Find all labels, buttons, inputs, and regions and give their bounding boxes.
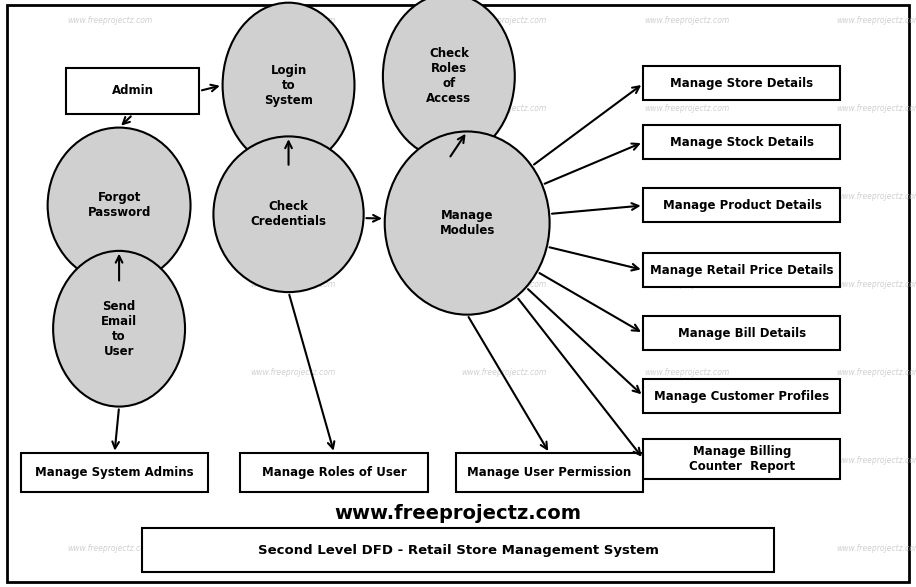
Ellipse shape	[213, 136, 364, 292]
Text: Manage
Modules: Manage Modules	[440, 209, 495, 237]
Bar	[21, 453, 208, 492]
Bar	[643, 125, 840, 159]
Bar	[643, 379, 840, 413]
Text: www.freeprojectz.com: www.freeprojectz.com	[644, 456, 730, 465]
Bar	[643, 316, 840, 350]
Text: Admin: Admin	[112, 85, 154, 97]
Text: www.freeprojectz.com: www.freeprojectz.com	[67, 280, 153, 289]
Text: Manage Store Details: Manage Store Details	[671, 77, 813, 90]
Text: www.freeprojectz.com: www.freeprojectz.com	[836, 104, 916, 113]
Text: www.freeprojectz.com: www.freeprojectz.com	[67, 192, 153, 201]
Text: Check
Roles
of
Access: Check Roles of Access	[426, 48, 472, 105]
Text: www.freeprojectz.com: www.freeprojectz.com	[461, 368, 547, 377]
Bar	[643, 439, 840, 479]
Text: Login
to
System: Login to System	[264, 63, 313, 107]
Text: www.freeprojectz.com: www.freeprojectz.com	[461, 104, 547, 113]
Text: www.freeprojectz.com: www.freeprojectz.com	[67, 104, 153, 113]
Bar	[643, 188, 840, 222]
Text: www.freeprojectz.com: www.freeprojectz.com	[644, 368, 730, 377]
Text: www.freeprojectz.com: www.freeprojectz.com	[250, 16, 336, 25]
Text: www.freeprojectz.com: www.freeprojectz.com	[250, 456, 336, 465]
Ellipse shape	[385, 131, 550, 315]
Text: Manage Roles of User: Manage Roles of User	[262, 466, 407, 479]
Text: www.freeprojectz.com: www.freeprojectz.com	[334, 504, 582, 523]
Ellipse shape	[383, 0, 515, 158]
Bar	[66, 68, 199, 114]
Text: Forgot
Password: Forgot Password	[87, 191, 151, 220]
Text: Manage Stock Details: Manage Stock Details	[670, 136, 814, 149]
Text: www.freeprojectz.com: www.freeprojectz.com	[250, 192, 336, 201]
Text: www.freeprojectz.com: www.freeprojectz.com	[836, 16, 916, 25]
Bar	[643, 253, 840, 287]
Text: www.freeprojectz.com: www.freeprojectz.com	[461, 280, 547, 289]
Text: Second Level DFD - Retail Store Management System: Second Level DFD - Retail Store Manageme…	[257, 544, 659, 556]
Bar	[142, 528, 774, 572]
Text: www.freeprojectz.com: www.freeprojectz.com	[461, 16, 547, 25]
Text: www.freeprojectz.com: www.freeprojectz.com	[67, 16, 153, 25]
Text: www.freeprojectz.com: www.freeprojectz.com	[644, 280, 730, 289]
Text: Manage Product Details: Manage Product Details	[662, 199, 822, 212]
Text: www.freeprojectz.com: www.freeprojectz.com	[250, 280, 336, 289]
Text: www.freeprojectz.com: www.freeprojectz.com	[250, 104, 336, 113]
Text: Manage System Admins: Manage System Admins	[35, 466, 194, 479]
Text: Manage Customer Profiles: Manage Customer Profiles	[654, 390, 830, 403]
Text: www.freeprojectz.com: www.freeprojectz.com	[250, 544, 336, 554]
Text: Manage Billing
Counter  Report: Manage Billing Counter Report	[689, 445, 795, 473]
Text: Check
Credentials: Check Credentials	[251, 200, 326, 228]
Text: www.freeprojectz.com: www.freeprojectz.com	[836, 456, 916, 465]
Text: www.freeprojectz.com: www.freeprojectz.com	[836, 192, 916, 201]
Ellipse shape	[53, 251, 185, 407]
Text: www.freeprojectz.com: www.freeprojectz.com	[644, 104, 730, 113]
Bar	[643, 66, 840, 100]
Text: www.freeprojectz.com: www.freeprojectz.com	[644, 16, 730, 25]
Text: www.freeprojectz.com: www.freeprojectz.com	[461, 456, 547, 465]
Text: www.freeprojectz.com: www.freeprojectz.com	[836, 368, 916, 377]
Text: Manage Retail Price Details: Manage Retail Price Details	[650, 264, 834, 276]
Text: Manage Bill Details: Manage Bill Details	[678, 327, 806, 340]
Text: www.freeprojectz.com: www.freeprojectz.com	[67, 456, 153, 465]
Ellipse shape	[48, 127, 191, 284]
Ellipse shape	[223, 3, 354, 167]
Text: www.freeprojectz.com: www.freeprojectz.com	[67, 368, 153, 377]
Text: www.freeprojectz.com: www.freeprojectz.com	[67, 544, 153, 554]
Bar	[455, 453, 643, 492]
Bar	[240, 453, 428, 492]
Text: Manage User Permission: Manage User Permission	[467, 466, 632, 479]
Text: Send
Email
to
User: Send Email to User	[101, 300, 137, 357]
Text: www.freeprojectz.com: www.freeprojectz.com	[250, 368, 336, 377]
Text: www.freeprojectz.com: www.freeprojectz.com	[644, 544, 730, 554]
Text: www.freeprojectz.com: www.freeprojectz.com	[836, 544, 916, 554]
Text: www.freeprojectz.com: www.freeprojectz.com	[644, 192, 730, 201]
Text: www.freeprojectz.com: www.freeprojectz.com	[461, 544, 547, 554]
Text: www.freeprojectz.com: www.freeprojectz.com	[461, 192, 547, 201]
Text: www.freeprojectz.com: www.freeprojectz.com	[836, 280, 916, 289]
